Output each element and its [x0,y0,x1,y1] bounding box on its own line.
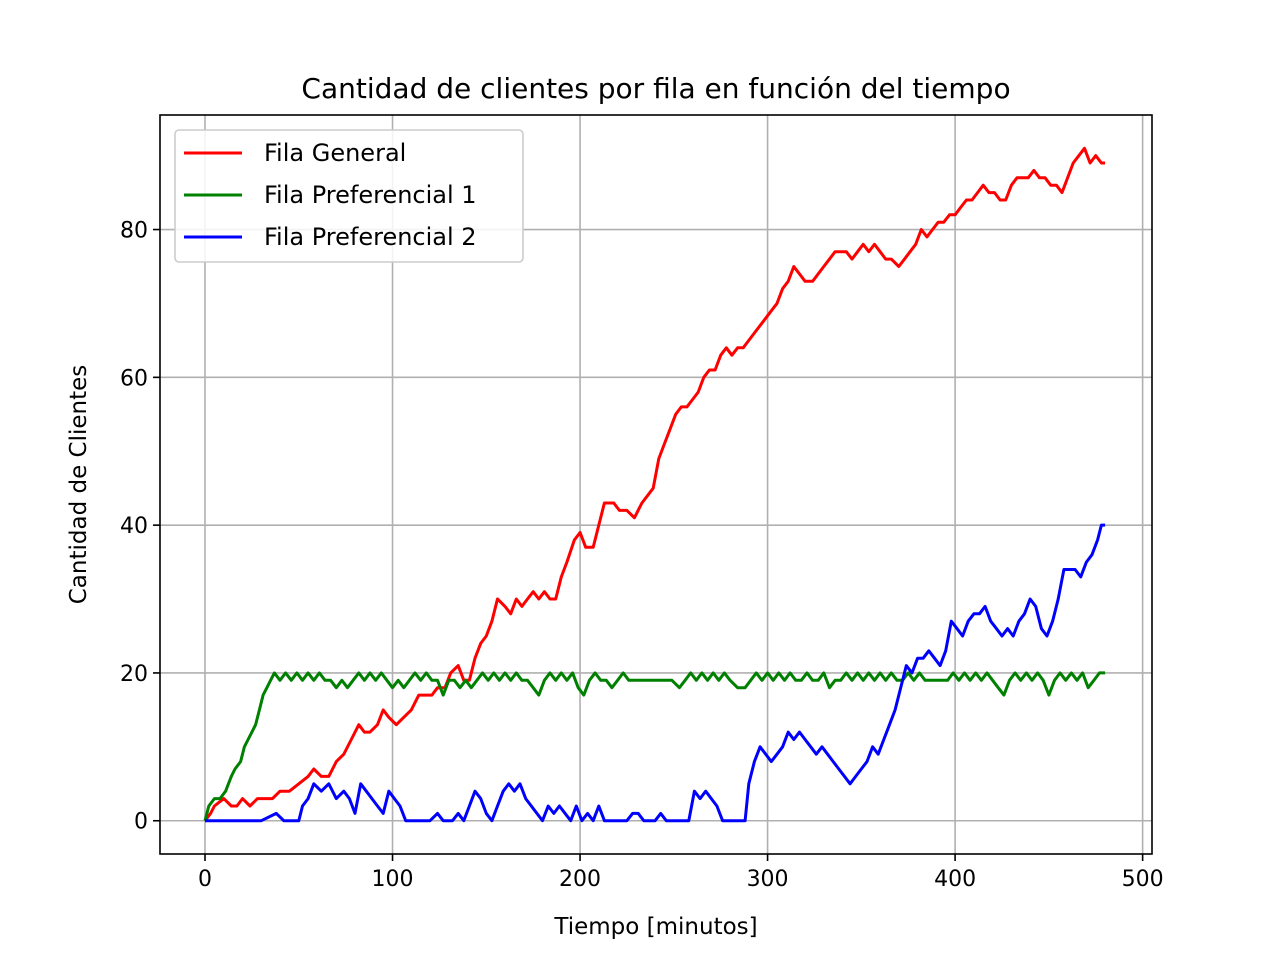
legend: Fila General Fila Preferencial 1 Fila Pref… [174,129,524,263]
x-axis-title: Tiempo [minutos] [553,914,757,940]
series-line-2 [203,671,1106,822]
series-layer [203,146,1106,823]
x-tick-label: 500 [1122,867,1164,892]
y-tick-label: 60 [120,366,148,391]
series-line-1 [203,146,1106,822]
x-tick-label: 100 [372,867,414,892]
x-tick-label: 300 [747,867,789,892]
legend-box [174,129,524,263]
x-tick-label: 400 [934,867,976,892]
ticks: 0 100 200 300 400 500 0 20 40 60 80 [120,219,1164,892]
series-line-3 [205,523,1106,823]
x-tick-label: 200 [559,867,601,892]
y-tick-label: 40 [120,514,148,539]
x-tick-label: 0 [198,867,212,892]
legend-label: Fila Preferencial 1 [264,181,477,209]
legend-label: Fila General [264,139,406,167]
plot-frame [159,114,1153,855]
y-tick-label: 80 [120,219,148,244]
y-axis-title: Cantidad de Clientes [66,365,92,605]
y-tick-label: 20 [120,662,148,687]
y-tick-label: 0 [134,810,148,835]
legend-label: Fila Preferencial 2 [264,223,477,251]
chart-title: Cantidad de clientes por fila en función… [301,72,1010,105]
grid [160,115,1152,854]
